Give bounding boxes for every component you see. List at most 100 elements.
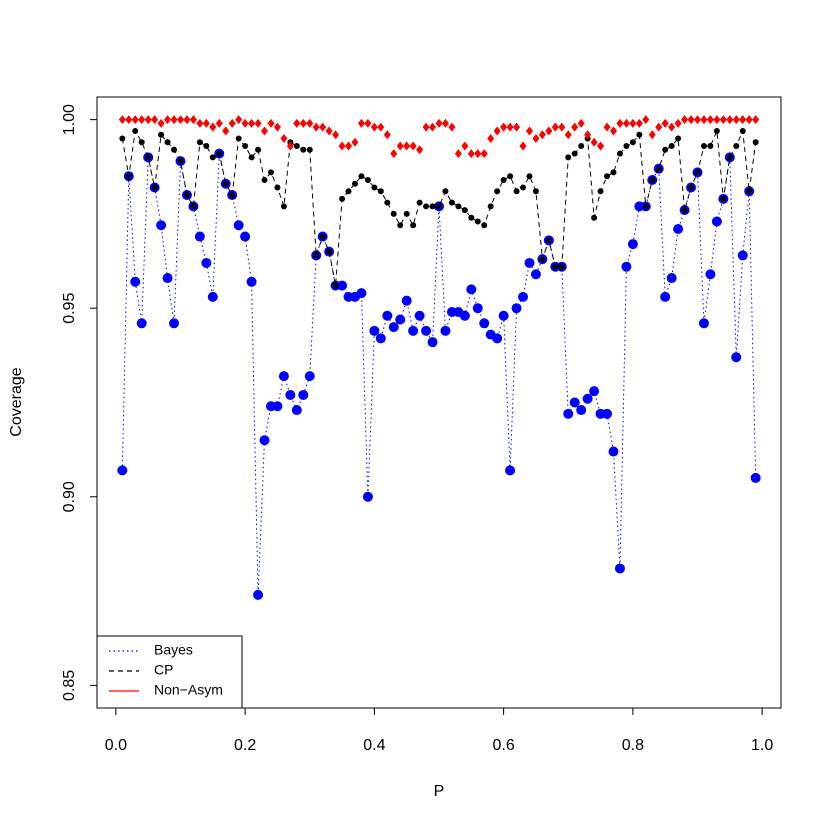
point bbox=[662, 146, 669, 153]
y-tick-label: 0.95 bbox=[61, 293, 78, 324]
point bbox=[162, 273, 173, 284]
point bbox=[733, 143, 740, 150]
point bbox=[627, 239, 638, 250]
point bbox=[700, 143, 707, 150]
point bbox=[602, 408, 613, 419]
point bbox=[481, 222, 488, 229]
point bbox=[332, 282, 339, 289]
point bbox=[253, 589, 264, 600]
point bbox=[201, 257, 212, 268]
point bbox=[530, 269, 541, 280]
point bbox=[591, 214, 598, 221]
point bbox=[384, 199, 391, 206]
point bbox=[248, 118, 256, 128]
point bbox=[401, 295, 412, 306]
point bbox=[423, 203, 430, 210]
point bbox=[242, 143, 249, 150]
point bbox=[390, 149, 398, 159]
point bbox=[629, 118, 637, 128]
point bbox=[286, 141, 294, 151]
point bbox=[563, 408, 574, 419]
point bbox=[291, 405, 302, 416]
point bbox=[176, 115, 184, 125]
point bbox=[698, 318, 709, 329]
point bbox=[526, 173, 533, 180]
point bbox=[119, 135, 126, 142]
point bbox=[339, 195, 346, 202]
point bbox=[668, 143, 675, 150]
point bbox=[395, 314, 406, 325]
point bbox=[130, 276, 141, 287]
point bbox=[752, 115, 760, 125]
point bbox=[299, 118, 307, 128]
point bbox=[673, 224, 684, 235]
point bbox=[545, 237, 552, 244]
point bbox=[293, 143, 300, 150]
point bbox=[616, 150, 623, 157]
series-line bbox=[121, 153, 757, 595]
point bbox=[597, 188, 604, 195]
point bbox=[454, 149, 462, 159]
point bbox=[326, 248, 333, 255]
point bbox=[390, 210, 397, 217]
point bbox=[487, 133, 495, 143]
point bbox=[713, 115, 721, 125]
point bbox=[448, 199, 455, 206]
x-tick-label: 0.8 bbox=[622, 737, 644, 754]
point bbox=[209, 122, 217, 132]
point bbox=[705, 269, 716, 280]
point bbox=[259, 435, 270, 446]
point bbox=[429, 122, 437, 132]
y-tick-label: 0.90 bbox=[61, 481, 78, 512]
y-tick-label: 1.00 bbox=[61, 104, 78, 135]
point bbox=[571, 122, 579, 132]
x-tick-label: 1.0 bbox=[751, 737, 773, 754]
point bbox=[427, 337, 438, 348]
point bbox=[461, 141, 469, 151]
point bbox=[194, 231, 205, 242]
x-tick-label: 0.6 bbox=[493, 737, 515, 754]
point bbox=[500, 122, 508, 132]
point bbox=[383, 130, 391, 140]
point bbox=[719, 115, 727, 125]
point bbox=[694, 169, 701, 176]
point bbox=[525, 126, 533, 136]
plot-box bbox=[96, 96, 782, 709]
point bbox=[222, 126, 230, 136]
x-tick-label: 0.0 bbox=[105, 737, 127, 754]
point bbox=[356, 288, 367, 299]
point bbox=[151, 184, 158, 191]
point bbox=[196, 139, 203, 146]
point bbox=[666, 273, 677, 284]
point bbox=[498, 310, 509, 321]
x-tick-label: 0.4 bbox=[363, 737, 385, 754]
point bbox=[467, 149, 475, 159]
x-tick-label: 0.2 bbox=[234, 737, 256, 754]
point bbox=[622, 118, 630, 128]
series-line bbox=[121, 128, 757, 286]
point bbox=[493, 126, 501, 136]
point bbox=[164, 115, 172, 125]
x-axis-label: P bbox=[434, 783, 445, 800]
point bbox=[597, 141, 605, 151]
point bbox=[397, 222, 404, 229]
point bbox=[636, 131, 643, 138]
point bbox=[267, 118, 275, 128]
point bbox=[132, 127, 139, 134]
point bbox=[131, 115, 139, 125]
point bbox=[190, 203, 197, 210]
point bbox=[538, 130, 546, 140]
series bbox=[119, 127, 759, 289]
point bbox=[157, 118, 165, 128]
point bbox=[241, 118, 249, 128]
point bbox=[655, 165, 662, 172]
point bbox=[171, 146, 178, 153]
point bbox=[189, 115, 197, 125]
point bbox=[136, 318, 147, 329]
point bbox=[440, 325, 451, 336]
point bbox=[675, 135, 682, 142]
point bbox=[507, 173, 514, 180]
point bbox=[707, 143, 714, 150]
point bbox=[577, 118, 585, 128]
point bbox=[610, 169, 617, 176]
